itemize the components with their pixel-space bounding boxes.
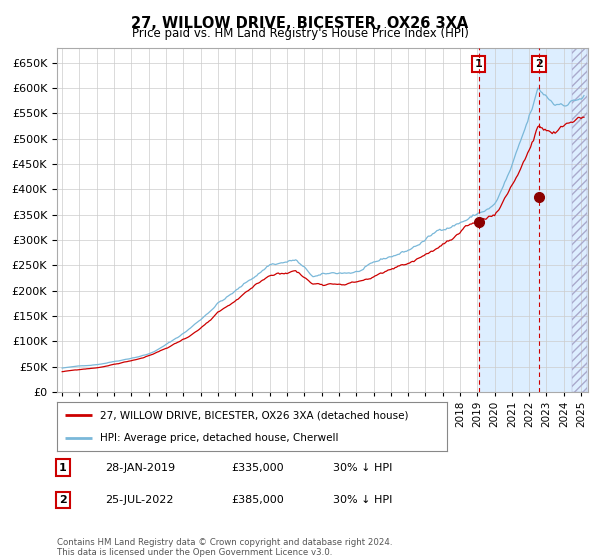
- Text: 2: 2: [535, 59, 543, 69]
- Text: 30% ↓ HPI: 30% ↓ HPI: [333, 495, 392, 505]
- Text: 27, WILLOW DRIVE, BICESTER, OX26 3XA (detached house): 27, WILLOW DRIVE, BICESTER, OX26 3XA (de…: [100, 410, 409, 421]
- Bar: [572, 48, 587, 392]
- Text: £385,000: £385,000: [231, 495, 284, 505]
- Text: 30% ↓ HPI: 30% ↓ HPI: [333, 463, 392, 473]
- Text: Contains HM Land Registry data © Crown copyright and database right 2024.
This d: Contains HM Land Registry data © Crown c…: [57, 538, 392, 557]
- Text: £335,000: £335,000: [231, 463, 284, 473]
- Text: 25-JUL-2022: 25-JUL-2022: [105, 495, 173, 505]
- Text: Price paid vs. HM Land Registry's House Price Index (HPI): Price paid vs. HM Land Registry's House …: [131, 27, 469, 40]
- Text: 28-JAN-2019: 28-JAN-2019: [105, 463, 175, 473]
- Text: 27, WILLOW DRIVE, BICESTER, OX26 3XA: 27, WILLOW DRIVE, BICESTER, OX26 3XA: [131, 16, 469, 31]
- Text: HPI: Average price, detached house, Cherwell: HPI: Average price, detached house, Cher…: [100, 433, 338, 443]
- Text: 1: 1: [59, 463, 67, 473]
- Bar: [479, 48, 587, 392]
- Text: 1: 1: [475, 59, 482, 69]
- Text: 2: 2: [59, 495, 67, 505]
